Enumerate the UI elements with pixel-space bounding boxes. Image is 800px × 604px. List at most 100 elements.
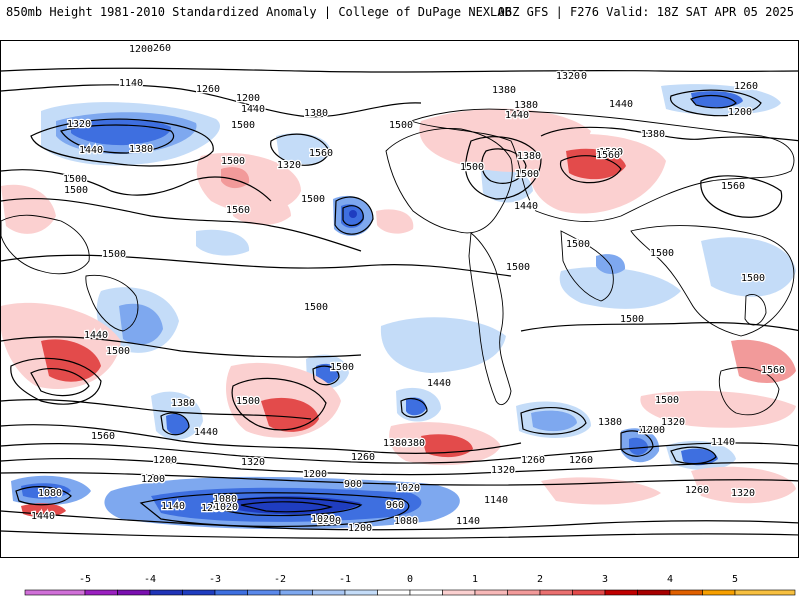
colorbar-tick-label: 2 — [537, 574, 543, 585]
contour-label: 1440 — [79, 145, 103, 156]
contour-label: 1020 — [396, 483, 420, 494]
positive-anomaly-shading — [1, 108, 796, 518]
map-panel: 1260 1200 1140 1260 1200 1320 1380 1440 1500 1500… — [0, 40, 799, 558]
colorbar-segment — [279, 589, 313, 596]
contour-label: 1560 — [226, 205, 250, 216]
contour-label: 1320 — [556, 71, 580, 82]
colorbar-tick-label: 1 — [472, 574, 478, 585]
contour-label: 1500 — [221, 156, 245, 167]
contour-label: 1260 — [685, 485, 709, 496]
contour-label: 1200 — [153, 455, 177, 466]
contour-label: 1200 — [141, 474, 165, 485]
colorbar-segment — [507, 589, 541, 596]
contour-label: 1560 — [596, 150, 620, 161]
anomaly-map: 1260120011401260120013201380144015001500… — [1, 42, 798, 539]
contour-label: 1380 — [598, 417, 622, 428]
colorbar-bar — [24, 589, 796, 596]
colorbar-tick-label: -3 — [209, 574, 221, 585]
contour-label: 1140 — [161, 501, 185, 512]
colorbar-tick-label: -1 — [339, 574, 351, 585]
contour-label: 1260 — [734, 81, 758, 92]
contour-label: 1080 — [38, 488, 62, 499]
contour-label: 1140 — [119, 78, 143, 89]
colorbar: -5 -4 -3 -2 -1 0 1 2 3 4 5 — [0, 568, 800, 600]
colorbar-segment — [474, 589, 508, 596]
colorbar-segment — [247, 589, 281, 596]
contour-label: 900 — [344, 479, 362, 490]
contour-label: 1260 — [141, 474, 165, 485]
contour-label: 1260 — [569, 455, 593, 466]
contour-label: 1020 — [311, 514, 335, 525]
contour-label: 1560 — [596, 148, 620, 159]
colorbar-segment — [344, 589, 378, 596]
contour-label: 1320 — [731, 488, 755, 499]
contour-label: 1380 — [517, 151, 541, 162]
contour-label: 1500 — [389, 120, 413, 131]
contour-label: 1500 — [330, 362, 354, 373]
contour-label: 1140 — [456, 516, 480, 527]
contour-label: 1200 — [728, 107, 752, 118]
contour-label: 960 — [386, 500, 404, 511]
contour-label: 1200 — [129, 44, 153, 55]
colorbar-segment — [312, 589, 346, 596]
contour-label: 1200 — [236, 93, 260, 104]
contour-label: 1500 — [106, 346, 130, 357]
contour-label: 1500 — [63, 174, 87, 185]
contour-label: 1500 — [231, 120, 255, 131]
contour-label: 1440 — [84, 330, 108, 341]
contour-label: 1560 — [761, 365, 785, 376]
colorbar-segment — [669, 589, 703, 596]
contour-label: 1260 — [196, 84, 220, 95]
contour-label: 1020 — [214, 502, 238, 513]
contour-label: 1260 — [351, 452, 375, 463]
colorbar-segment — [572, 589, 606, 596]
colorbar-tick-label: 4 — [667, 574, 673, 585]
contour-label: 1500 — [620, 314, 644, 325]
contour-label: 1320 — [661, 417, 685, 428]
colorbar-segment — [117, 589, 151, 596]
colorbar-tick-label: -5 — [79, 574, 91, 585]
colorbar-segment — [604, 589, 638, 596]
contour-label: 1500 — [566, 239, 590, 250]
colorbar-tick-label: 5 — [732, 574, 738, 585]
colorbar-ticks: -5 -4 -3 -2 -1 0 1 2 3 4 5 — [79, 574, 738, 585]
contour-label: 1440 — [241, 104, 265, 115]
contour-label: 1320 — [241, 457, 265, 468]
contour-label: 1500 — [506, 262, 530, 273]
contour-label: 1500 — [650, 248, 674, 259]
contour-label: 1380 — [304, 108, 328, 119]
colorbar-segment — [442, 589, 476, 596]
contour-label: 1500 — [460, 162, 484, 173]
contour-label: 1380 — [401, 438, 425, 449]
colorbar-segment — [377, 589, 411, 596]
contour-label: 1200 — [348, 523, 372, 534]
contour-label: 1380 — [492, 85, 516, 96]
colorbar-segment — [182, 589, 216, 596]
contour-label: 1140 — [484, 495, 508, 506]
contour-label: 1500 — [102, 249, 126, 260]
contour-label: 1380 — [129, 144, 153, 155]
contour-label: 1500 — [236, 396, 260, 407]
contour-label: 1500 — [64, 185, 88, 196]
colorbar-svg: -5 -4 -3 -2 -1 0 1 2 3 4 5 — [24, 574, 796, 596]
contour-label: 1320 — [491, 465, 515, 476]
contour-label: 1380 — [383, 438, 407, 449]
header: 850mb Height 1981-2010 Standardized Anom… — [0, 0, 800, 22]
colorbar-segment — [149, 589, 183, 596]
contour-label: 1140 — [711, 437, 735, 448]
contour-label: 1500 — [515, 169, 539, 180]
colorbar-tick-label: -2 — [274, 574, 286, 585]
colorbar-segment — [214, 589, 248, 596]
height-contours — [1, 67, 798, 539]
colorbar-segment — [702, 589, 736, 596]
contour-label: 1200 — [201, 503, 225, 514]
contour-label: 1440 — [427, 378, 451, 389]
contour-label: 1260 — [147, 43, 171, 54]
contour-label: 1440 — [505, 110, 529, 121]
contour-label: 1440 — [194, 427, 218, 438]
contour-label: 1500 — [301, 194, 325, 205]
contour-label: 1500 — [741, 273, 765, 284]
contour-label: 1560 — [91, 431, 115, 442]
contour-label: 1500 — [304, 302, 328, 313]
colorbar-tick-label: 3 — [602, 574, 608, 585]
